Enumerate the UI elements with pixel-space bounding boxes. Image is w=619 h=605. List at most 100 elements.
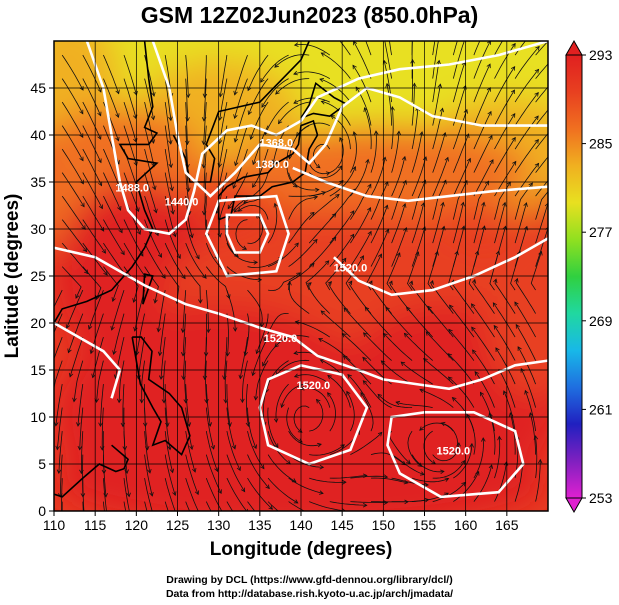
streamline-arrowhead xyxy=(252,183,257,188)
streamline-arrowhead xyxy=(319,78,325,83)
streamline xyxy=(509,412,516,455)
streamline xyxy=(288,196,318,220)
streamline-arrowhead xyxy=(293,70,298,76)
streamline xyxy=(144,454,153,496)
contour-label: 1380.0 xyxy=(255,159,289,171)
streamline xyxy=(185,102,188,145)
streamline xyxy=(160,337,166,380)
streamline-arrowhead xyxy=(469,442,474,448)
contour-label: 1520.0 xyxy=(264,333,298,345)
streamline-arrowhead xyxy=(139,399,144,404)
streamline-arrowhead xyxy=(551,184,555,188)
streamline xyxy=(432,482,466,502)
streamline xyxy=(54,360,63,391)
streamline xyxy=(103,172,121,211)
streamline xyxy=(346,391,355,432)
streamline-arrowhead xyxy=(377,253,383,259)
streamline xyxy=(494,436,501,479)
plot-area: 1368.0 1380.0 1488.0 1440.0 1520.0 1520.0 1520… xyxy=(54,36,562,520)
streamline-arrowhead xyxy=(218,92,224,98)
streamline-arrowhead xyxy=(558,72,562,76)
streamline-arrowhead xyxy=(319,516,323,520)
streamline-arrowhead xyxy=(244,508,249,511)
streamline-arrowhead xyxy=(126,492,131,498)
streamline-arrowhead xyxy=(201,140,207,146)
streamline-arrowhead xyxy=(383,332,388,338)
streamline-arrowhead xyxy=(511,112,516,118)
coastline xyxy=(54,444,130,498)
streamline-arrowhead xyxy=(79,469,84,475)
x-axis-ticks: 110 115 120 125 130 135 140 145 150 155 160 165 xyxy=(43,511,519,533)
streamline xyxy=(407,430,422,467)
streamline xyxy=(494,113,516,150)
streamline-arrowhead xyxy=(185,140,190,146)
streamline-arrowhead xyxy=(186,422,192,428)
contour-label: 1488.0 xyxy=(115,182,149,194)
streamline-arrowhead xyxy=(474,371,479,376)
streamline-arrowhead xyxy=(320,310,326,315)
streamline xyxy=(432,132,446,173)
streamline xyxy=(144,219,162,258)
streamline-arrowhead xyxy=(390,106,395,111)
streamline xyxy=(423,430,436,465)
streamline-arrowhead xyxy=(152,515,156,519)
streamline xyxy=(309,399,324,432)
streamline-arrowhead xyxy=(472,349,477,355)
streamline xyxy=(61,172,85,207)
streamline-arrowhead xyxy=(201,164,207,169)
streamline-arrowhead xyxy=(232,184,237,189)
streamline-arrowhead xyxy=(419,426,424,431)
streamline xyxy=(88,289,104,330)
streamline xyxy=(370,181,389,220)
streamline xyxy=(82,148,102,186)
streamline xyxy=(535,179,548,197)
streamline-arrowhead xyxy=(373,130,379,135)
streamline-arrowhead xyxy=(253,260,259,265)
streamline xyxy=(342,333,372,361)
streamline-arrowhead xyxy=(510,66,516,71)
streamline-arrowhead xyxy=(68,372,74,378)
streamline xyxy=(82,195,105,232)
streamline-arrowhead xyxy=(410,36,414,40)
streamline xyxy=(54,336,63,360)
streamline xyxy=(411,107,419,150)
streamline-arrowhead xyxy=(214,467,219,473)
streamline-arrowhead xyxy=(367,206,372,212)
streamline-arrowhead xyxy=(439,107,445,113)
streamline xyxy=(529,412,536,455)
streamline-arrowhead xyxy=(82,247,88,253)
streamline xyxy=(164,501,169,511)
streamline xyxy=(281,383,310,408)
streamline xyxy=(514,46,540,79)
streamline xyxy=(226,501,234,511)
streamline xyxy=(404,333,433,361)
streamline xyxy=(391,203,406,244)
streamline-arrowhead xyxy=(380,360,386,365)
streamline xyxy=(452,41,458,56)
streamline-arrowhead xyxy=(557,165,561,169)
streamline xyxy=(391,454,425,475)
streamline-arrowhead xyxy=(97,111,102,117)
streamline xyxy=(473,87,491,126)
streamline xyxy=(247,289,263,327)
streamline xyxy=(247,54,269,91)
streamline-arrowhead xyxy=(157,253,162,258)
streamline-arrowhead xyxy=(89,349,94,355)
streamline-arrowhead xyxy=(528,182,533,188)
streamline xyxy=(54,289,63,308)
streamline-arrowhead xyxy=(325,171,331,176)
colorbar-max-arrow xyxy=(565,39,583,56)
streamline xyxy=(411,477,449,483)
streamline xyxy=(144,501,148,511)
streamline-arrowhead xyxy=(118,228,123,234)
streamline xyxy=(268,272,301,292)
streamline xyxy=(329,501,367,506)
streamline-arrowhead xyxy=(406,459,411,465)
streamline xyxy=(494,41,503,56)
streamline xyxy=(137,337,145,379)
streamline-arrowhead xyxy=(120,250,125,256)
streamline xyxy=(339,41,351,56)
streamline xyxy=(515,324,536,361)
streamline xyxy=(448,376,475,408)
streamline xyxy=(56,407,63,450)
